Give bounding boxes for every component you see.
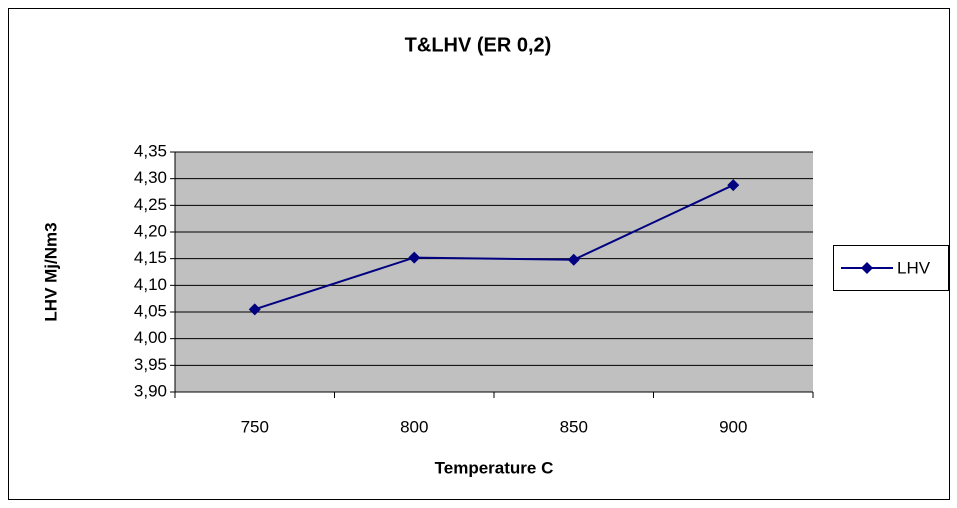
legend-marker	[861, 262, 873, 274]
x-tick-label: 750	[241, 417, 269, 436]
x-axis-label: Temperature C	[435, 458, 554, 477]
legend: LHV	[833, 245, 949, 291]
y-tick-label: 3,90	[134, 381, 167, 400]
legend-label: LHV	[897, 258, 931, 277]
y-tick-label: 4,30	[134, 168, 167, 187]
data-point	[727, 179, 740, 192]
y-tick-label: 4,15	[134, 248, 167, 267]
y-tick-label: 4,00	[134, 328, 167, 347]
series-line	[254, 184, 734, 311]
data-point	[408, 251, 421, 264]
x-tick-label: 850	[560, 417, 588, 436]
y-tick-label: 4,20	[134, 221, 167, 240]
chart-title: T&LHV (ER 0,2)	[405, 34, 552, 56]
x-tick-label: 800	[400, 417, 428, 436]
plot-area	[175, 152, 813, 392]
y-tick-label: 3,95	[134, 355, 167, 374]
data-point	[248, 303, 261, 316]
y-axis-label: LHV Mj/Nm3	[41, 222, 60, 321]
y-tick-label: 4,35	[134, 141, 167, 160]
y-tick-label: 4,10	[134, 275, 167, 294]
x-tick-label: 900	[719, 417, 747, 436]
y-tick-label: 4,25	[134, 195, 167, 214]
y-tick-label: 4,05	[134, 301, 167, 320]
data-point	[567, 253, 580, 266]
